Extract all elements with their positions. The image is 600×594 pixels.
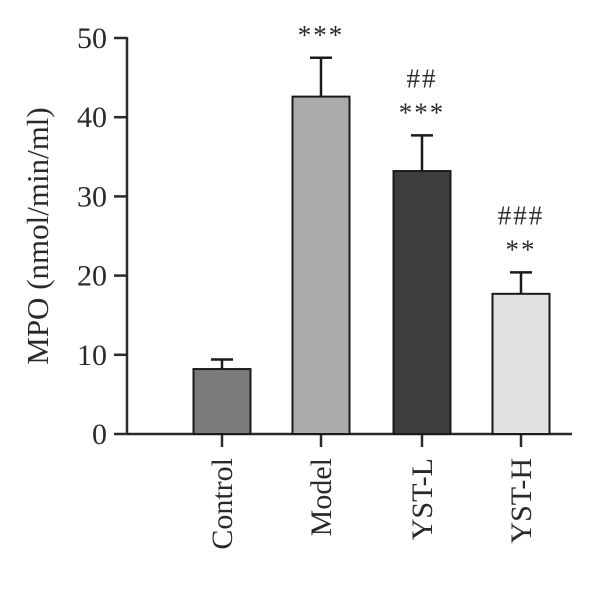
bar-yst-l (392, 170, 452, 435)
significance-label: *** (399, 97, 446, 127)
y-tick-label: 20 (77, 260, 107, 293)
y-tick-label: 10 (77, 339, 107, 372)
error-bar-yst-h (510, 271, 532, 294)
y-tick-label: 30 (77, 180, 107, 213)
error-bars (211, 56, 532, 370)
category-label-control: Control (206, 458, 239, 550)
x-axis (127, 432, 572, 447)
y-axis: 0 10 20 30 40 50 (77, 22, 129, 451)
significance-markers: *** ## *** ### ** (298, 20, 545, 265)
error-bar-model (310, 56, 332, 97)
error-bar-yst-l (411, 134, 433, 172)
y-axis-label: MPO (nmol/min/ml) (20, 107, 55, 365)
category-label-model: Model (305, 458, 338, 536)
category-labels: Control Model YST-L YST-H (206, 458, 538, 550)
category-label-yst-l: YST-L (406, 458, 439, 540)
category-label-yst-h: YST-H (505, 458, 538, 544)
significance-label: ### (498, 200, 545, 230)
bar-model (291, 95, 351, 435)
error-bar-control (211, 358, 233, 370)
bar-yst-h (491, 292, 551, 436)
y-tick-label: 0 (92, 418, 107, 451)
significance-label: *** (298, 20, 345, 50)
bars (192, 95, 551, 436)
bar-control (192, 368, 252, 435)
y-tick-label: 40 (77, 101, 107, 134)
y-tick-label: 50 (77, 22, 107, 55)
significance-label: ** (506, 234, 537, 264)
significance-label: ## (407, 63, 438, 93)
